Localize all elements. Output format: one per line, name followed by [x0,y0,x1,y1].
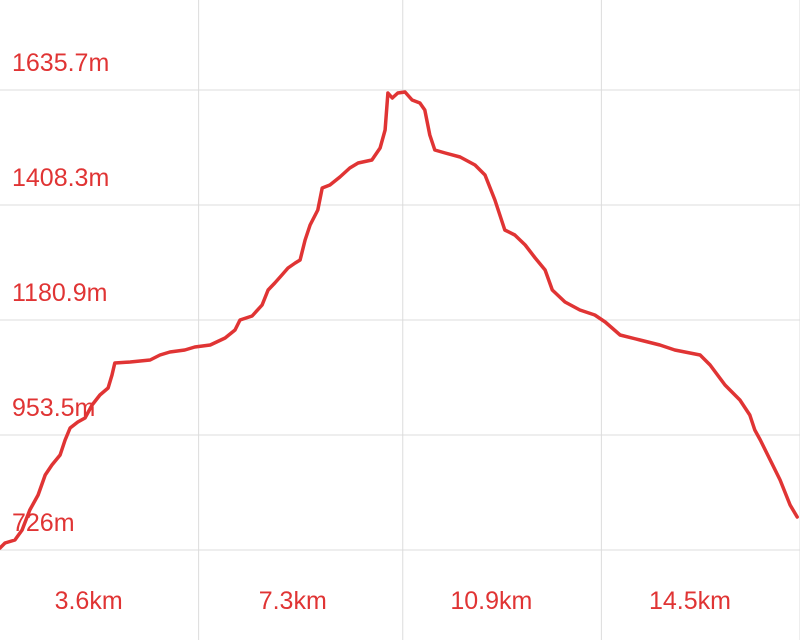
y-tick-label: 1635.7m [12,49,109,77]
x-tick-label: 3.6km [55,587,123,615]
x-tick-label: 14.5km [649,587,731,615]
x-tick-label: 7.3km [259,587,327,615]
x-tick-label: 10.9km [450,587,532,615]
elevation-line [0,90,799,550]
y-tick-label: 1180.9m [12,279,107,307]
y-tick-label: 953.5m [12,394,95,422]
y-tick-label: 1408.3m [12,164,109,192]
